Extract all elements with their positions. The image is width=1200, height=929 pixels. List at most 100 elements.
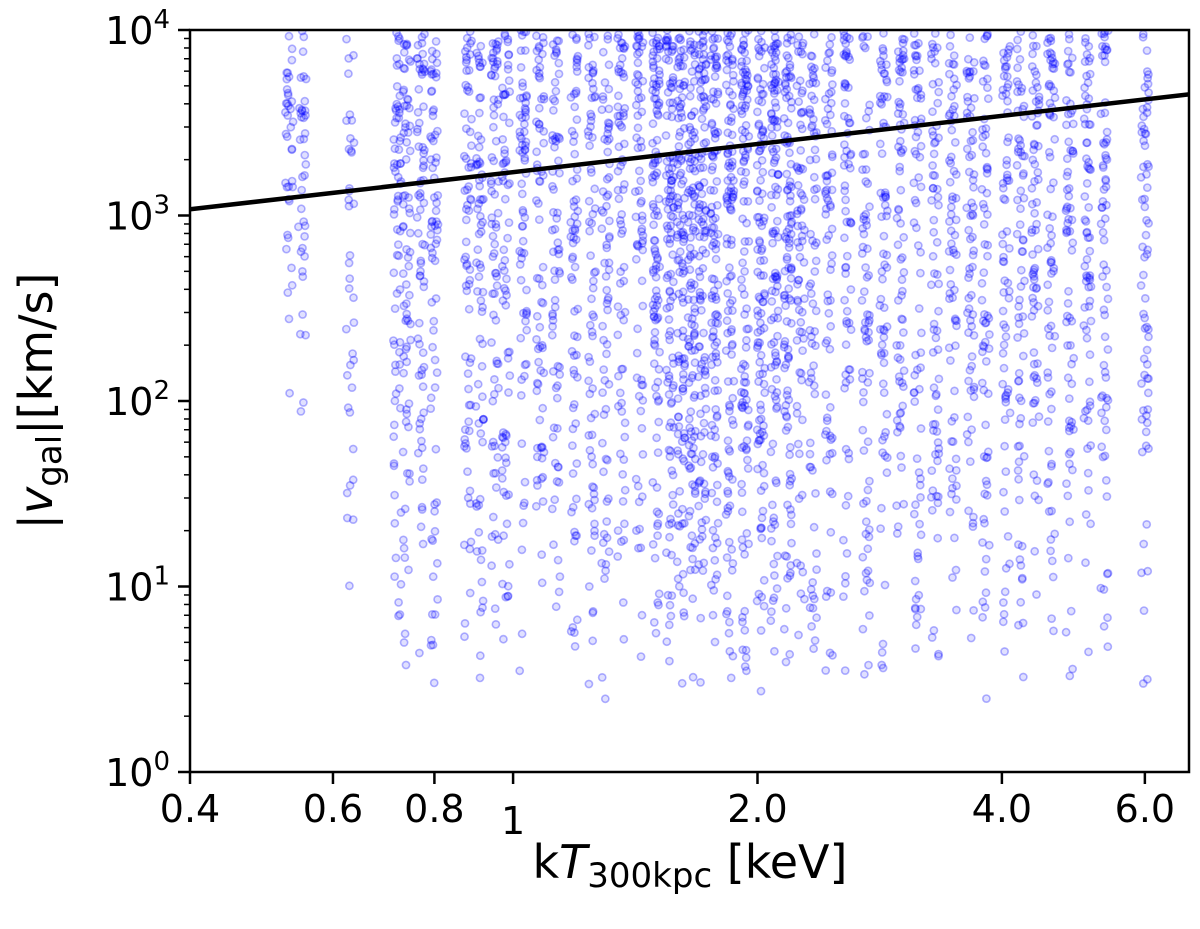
scatter-point (649, 235, 659, 245)
scatter-point (399, 85, 409, 95)
scatter-point (1069, 353, 1079, 363)
scatter-point (661, 42, 671, 51)
scatter-point (651, 88, 660, 97)
scatter-point (569, 202, 579, 211)
scatter-point (810, 636, 820, 645)
scatter-point (569, 233, 579, 243)
scatter-point (604, 233, 614, 243)
scatter-point (1012, 77, 1022, 86)
scatter-point (493, 37, 503, 46)
scatter-point (687, 111, 696, 120)
scatter-point (636, 543, 646, 553)
scatter-point (811, 341, 820, 350)
scatter-point (980, 489, 990, 499)
scatter-point (428, 248, 437, 258)
scatter-point (655, 262, 665, 272)
scatter-point (741, 378, 751, 387)
scatter-point (426, 87, 436, 96)
scatter-point (634, 31, 644, 40)
scatter-point (488, 57, 498, 67)
scatter-point (966, 103, 976, 113)
scatter-point (824, 308, 834, 318)
scatter-point (652, 100, 662, 110)
scatter-point (488, 39, 498, 48)
scatter-point (418, 163, 428, 173)
scatter-point (505, 179, 514, 188)
scatter-point (931, 333, 941, 343)
scatter-point (753, 464, 762, 474)
scatter-point (521, 98, 531, 108)
scatter-point (637, 196, 646, 206)
scatter-point (723, 306, 733, 316)
scatter-point (653, 110, 663, 120)
scatter-point (400, 504, 410, 514)
scatter-point (636, 652, 646, 661)
scatter-point (426, 65, 436, 74)
scatter-point (538, 472, 548, 482)
scatter-point (604, 265, 614, 275)
scatter-point (1101, 475, 1111, 485)
x-axis: 0.4 0.6 0.8 1 2.0 4.0 6.0 (160, 772, 1175, 843)
scatter-point (465, 486, 475, 496)
scatter-point (619, 139, 629, 149)
scatter-point (1083, 468, 1093, 478)
scatter-point (517, 253, 526, 263)
scatter-point (876, 294, 886, 304)
scatter-point (666, 82, 676, 92)
scatter-point (879, 249, 888, 259)
scatter-point (498, 134, 508, 144)
scatter-point (758, 125, 768, 135)
scatter-point (945, 288, 955, 298)
scatter-point (631, 78, 640, 87)
scatter-point (498, 634, 508, 644)
scatter-point (666, 186, 676, 195)
scatter-point (619, 276, 629, 286)
scatter-point (632, 239, 642, 249)
scatter-point (398, 87, 408, 96)
scatter-point (464, 384, 473, 394)
scatter-point (498, 159, 508, 169)
scatter-point (392, 289, 402, 298)
scatter-point (389, 432, 399, 442)
scatter-point (654, 589, 664, 599)
scatter-point (1049, 178, 1058, 187)
scatter-point (662, 548, 671, 558)
scatter-point (489, 468, 498, 478)
scatter-point (798, 346, 807, 355)
scatter-point (554, 132, 564, 142)
scatter-point (710, 555, 720, 565)
scatter-point (664, 164, 674, 174)
scatter-point (683, 313, 693, 322)
scatter-point (707, 120, 717, 130)
scatter-point (1096, 219, 1106, 229)
scatter-point (665, 335, 675, 345)
scatter-point (344, 54, 354, 63)
scatter-point (661, 131, 671, 140)
scatter-point (1000, 587, 1010, 597)
scatter-point (584, 73, 593, 83)
scatter-point (662, 111, 672, 121)
scatter-point (840, 152, 849, 162)
scatter-point (740, 606, 750, 616)
scatter-point (600, 258, 609, 268)
scatter-point (599, 365, 609, 374)
scatter-point (505, 371, 515, 380)
scatter-point (740, 625, 750, 635)
scatter-point (861, 517, 871, 527)
scatter-point (400, 123, 410, 132)
scatter-point (489, 310, 498, 320)
scatter-point (929, 149, 939, 159)
scatter-point (1050, 331, 1060, 341)
scatter-point (282, 99, 292, 108)
scatter-point (915, 480, 925, 490)
scatter-point (492, 272, 502, 281)
scatter-point (392, 99, 402, 109)
scatter-point (650, 244, 660, 254)
scatter-point (951, 170, 961, 179)
scatter-point (532, 65, 541, 75)
scatter-point (637, 276, 647, 286)
scatter-point (667, 591, 677, 600)
scatter-point (725, 646, 735, 656)
scatter-point (981, 356, 991, 366)
scatter-point (1139, 162, 1148, 172)
